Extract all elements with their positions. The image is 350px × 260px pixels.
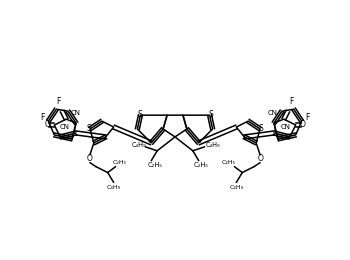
Text: S: S bbox=[208, 110, 213, 119]
Text: CN: CN bbox=[59, 124, 69, 130]
Text: C₄H₉: C₄H₉ bbox=[205, 142, 220, 148]
Text: S: S bbox=[259, 124, 264, 133]
Text: C₂H₅: C₂H₅ bbox=[222, 160, 236, 165]
Text: C₄H₉: C₄H₉ bbox=[107, 185, 121, 190]
Text: O: O bbox=[44, 120, 50, 128]
Text: CN: CN bbox=[281, 124, 291, 130]
Text: C₂H₅: C₂H₅ bbox=[193, 162, 208, 168]
Text: F: F bbox=[40, 113, 44, 122]
Text: S: S bbox=[137, 110, 142, 119]
Text: O: O bbox=[87, 154, 93, 163]
Text: O: O bbox=[300, 120, 306, 128]
Text: C₂H₅: C₂H₅ bbox=[148, 162, 163, 168]
Text: CN: CN bbox=[70, 110, 80, 116]
Text: F: F bbox=[56, 97, 61, 106]
Text: C₄H₉: C₄H₉ bbox=[229, 185, 243, 190]
Text: F: F bbox=[289, 97, 294, 106]
Text: S: S bbox=[86, 124, 91, 133]
Text: C₄H₉: C₄H₉ bbox=[132, 142, 147, 148]
Text: F: F bbox=[306, 113, 310, 122]
Text: C₂H₅: C₂H₅ bbox=[113, 160, 127, 165]
Text: O: O bbox=[257, 154, 263, 163]
Text: CN: CN bbox=[268, 110, 278, 116]
